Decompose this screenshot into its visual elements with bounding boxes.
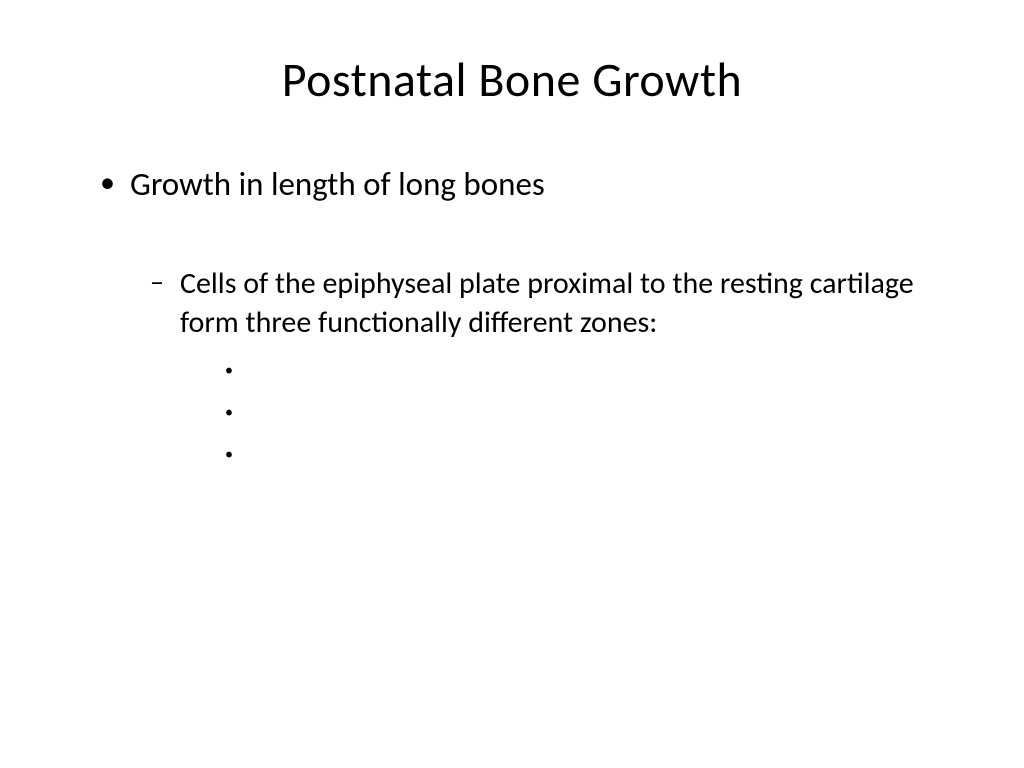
bullet-level-2-item: Cells of the epiphyseal plate proximal t… — [150, 264, 934, 342]
slide-container: Postnatal Bone Growth Growth in length o… — [0, 0, 1024, 768]
bullet-level-3-item — [225, 399, 934, 423]
bullet-level-3-item — [225, 357, 934, 381]
slide-title: Postnatal Bone Growth — [90, 50, 934, 109]
bullet-text: Growth in length of long bones — [130, 164, 545, 204]
bullet-level-3-item — [225, 441, 934, 465]
bullet-text: Cells of the epiphyseal plate proximal t… — [180, 265, 914, 341]
bullet-level-1-item: Growth in length of long bones — [100, 164, 934, 204]
